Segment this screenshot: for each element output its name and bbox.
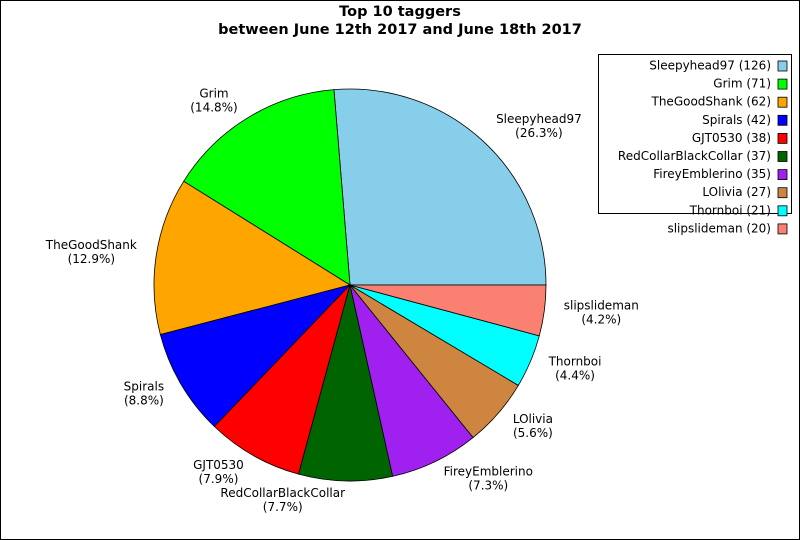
slice-value-label: (14.8%) [190,100,237,114]
chart-title: Top 10 taggers [339,4,461,20]
slice-value-label: (4.4%) [555,368,595,382]
slice-label: Spirals [124,380,164,394]
legend-swatch [777,96,788,108]
pie-slice [298,284,394,482]
legend-label: Spirals (42) [702,113,771,127]
legend-label: FireyEmblerino (35) [653,167,771,181]
legend-label: Sleepyhead97 (126) [649,59,771,73]
pie-slice [183,89,351,286]
slice-label: FireyEmblerino [444,465,533,479]
legend-label: TheGoodShank (62) [651,95,772,109]
slice-label: GJT0530 [193,458,244,472]
legend-swatch [777,60,788,72]
legend-label: Thornboi (21) [689,203,771,217]
legend-swatch [777,187,788,199]
pie-slice [213,284,351,475]
slice-value-label: (7.9%) [199,472,239,486]
legend-label: LOlivia (27) [702,185,771,199]
slice-value-label: (8.8%) [124,394,164,408]
legend: Sleepyhead97 (126) Grim (71) TheGoodShank … [598,54,792,235]
slice-label: Grim [199,86,228,100]
legend-swatch [777,114,788,126]
pie-slice [333,88,547,286]
pie-slice [349,284,547,337]
pie-slice [153,180,351,336]
legend-swatch [777,205,788,217]
legend-box [598,54,792,214]
slice-value-label: (12.9%) [68,252,115,266]
slice-label: Sleepyhead97 [496,112,582,126]
slice-value-label: (7.7%) [263,500,303,514]
slice-label: TheGoodShank [45,238,137,252]
slice-label: slipslideman [564,299,639,313]
slice-label: LOlivia [513,412,553,426]
legend-swatch [777,223,788,235]
slice-value-label: (26.3%) [515,126,562,140]
slice-label: Thornboi [548,354,602,368]
legend-label: GJT0530 (38) [692,131,771,145]
legend-label: RedCollarBlackCollar (37) [618,149,771,163]
slice-value-label: (5.6%) [513,426,553,440]
slice-label: RedCollarBlackCollar [220,486,345,500]
legend-swatch [777,132,788,144]
legend-label: slipslideman (20) [667,221,771,235]
slice-value-label: (4.2%) [581,313,621,327]
slice-value-label: (7.3%) [468,479,508,493]
chart-subtitle: between June 12th 2017 and June 18th 201… [218,22,582,38]
legend-swatch [777,151,788,162]
legend-label: Grim (71) [713,77,771,91]
pie-slice [159,284,352,428]
legend-swatch [777,78,788,90]
legend-swatch [777,169,788,181]
